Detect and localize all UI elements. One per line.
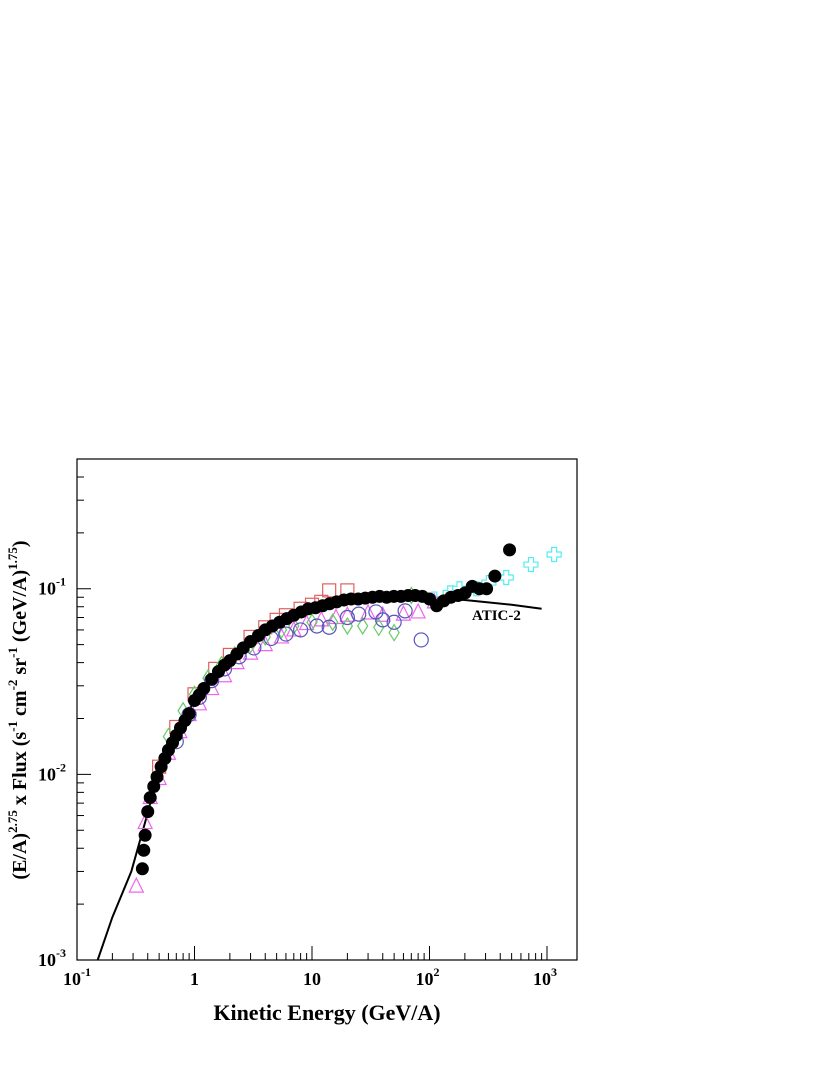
y-axis-label: (E/A)2.75 x Flux (s-1 cm-2 sr-1 (GeV/A)1… [5,540,31,879]
x-axis-label: Kinetic Energy (GeV/A) [213,1000,440,1025]
x-tick-label-base: 10 [416,969,434,989]
y-tick-label-exponent: -1 [56,575,66,589]
point-circle [293,622,309,638]
y-label-text: (GeV/A) [9,570,31,647]
point-circle [309,618,325,634]
y-tick-label-base: 10 [38,579,56,599]
x-tick-label-exponent: 2 [434,965,440,979]
point-triangle [137,813,154,830]
point-diamond [388,623,400,642]
point-square [322,583,337,598]
point-triangle [257,635,274,652]
y-tick-label-exponent: -3 [56,946,66,960]
point-triangle [128,876,145,893]
point-diamond [341,616,354,636]
y-tick-label: 10-2 [38,760,66,784]
point-cross [546,546,562,563]
point-circle [351,606,367,622]
point-dot [182,707,196,721]
x-tick-label-base: 10 [533,969,551,989]
x-tick-label: 10 [303,969,321,989]
plot-area [96,543,562,960]
point-dot [143,791,157,805]
y-label-text: x Flux (s [9,732,31,811]
point-dot [138,828,152,842]
point-circle [375,612,391,628]
point-dot [150,770,164,784]
point-dot [480,582,494,596]
y-label-text: ) [9,540,31,547]
x-tick-label: 102 [416,965,440,989]
point-circle [397,603,413,619]
point-circle [413,632,429,648]
y-tick-label: 10-3 [38,946,66,970]
point-circle [321,619,337,635]
point-circle [278,626,294,642]
point-triangle [410,602,427,619]
point-diamond [356,616,369,636]
x-tick-label-exponent: -1 [81,965,91,979]
point-dot [197,682,211,696]
y-label-text: cm [9,690,31,721]
point-triangle [328,608,344,625]
plot-frame [76,458,578,961]
y-tick-label-base: 10 [38,764,56,784]
point-cross [498,569,514,586]
point-circle [386,614,402,630]
point-triangle [339,605,356,622]
point-circle [339,609,355,626]
point-dot [503,543,517,557]
point-diamond [373,618,385,637]
y-tick-label-exponent: -2 [56,760,66,774]
point-dot [137,843,151,857]
point-dot [141,805,155,819]
x-tick-label: 103 [533,965,557,989]
y-label-superscript: 2.75 [5,810,20,833]
x-tick-label-base: 10 [63,969,81,989]
y-tick-label: 10-1 [38,575,66,599]
y-label-superscript: -2 [5,680,20,691]
point-cross [523,556,539,573]
annotation: ATIC-2 [472,608,521,624]
x-tick-label-exponent: 3 [551,965,557,979]
point-dot [135,862,149,876]
x-tick-label: 1 [190,969,199,989]
y-tick-label-base: 10 [38,950,56,970]
point-triangle [298,614,315,631]
y-label-superscript: 1.75 [5,547,20,570]
model-line [96,596,542,960]
point-triangle [395,604,412,621]
point-diamond [326,613,339,632]
y-label-text: (E/A) [9,833,31,880]
point-dot [488,569,502,583]
x-tick-label: 10-1 [63,965,91,989]
y-label-superscript: -1 [5,721,20,732]
point-triangle [360,603,377,620]
y-label-superscript: -1 [5,647,20,658]
y-label-text: sr [9,658,31,680]
